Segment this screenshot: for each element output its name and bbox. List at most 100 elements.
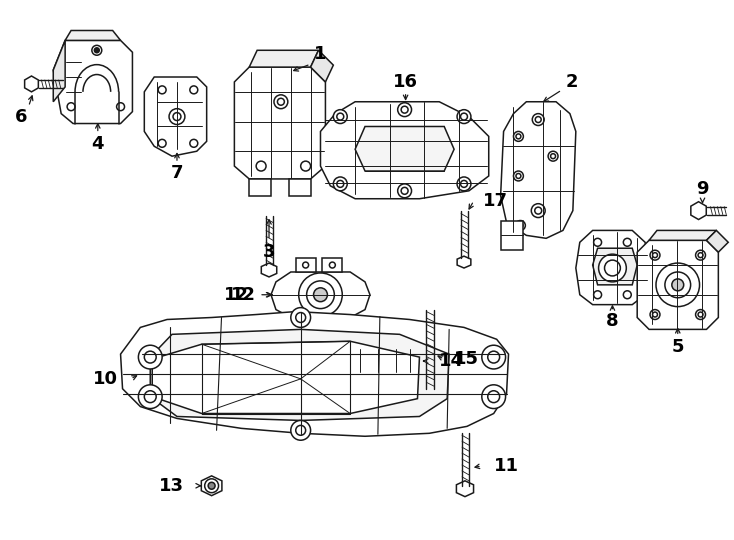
- Circle shape: [594, 291, 602, 299]
- Circle shape: [291, 308, 310, 327]
- Polygon shape: [120, 312, 509, 436]
- Circle shape: [515, 220, 526, 231]
- Circle shape: [296, 426, 305, 435]
- Circle shape: [672, 279, 683, 291]
- Polygon shape: [576, 231, 649, 305]
- Polygon shape: [501, 102, 576, 238]
- Text: 14: 14: [439, 352, 464, 370]
- Text: 8: 8: [606, 313, 619, 330]
- Circle shape: [531, 204, 545, 218]
- Polygon shape: [501, 220, 523, 250]
- Circle shape: [277, 98, 284, 105]
- Circle shape: [623, 291, 631, 299]
- Polygon shape: [65, 30, 120, 40]
- Text: 13: 13: [159, 477, 184, 495]
- Circle shape: [698, 253, 703, 258]
- Circle shape: [398, 103, 412, 117]
- Circle shape: [516, 173, 521, 178]
- Circle shape: [274, 95, 288, 109]
- Polygon shape: [54, 40, 132, 124]
- Circle shape: [698, 312, 703, 317]
- Circle shape: [532, 113, 544, 125]
- Circle shape: [145, 391, 156, 403]
- Circle shape: [173, 113, 181, 120]
- Polygon shape: [422, 384, 439, 400]
- Circle shape: [518, 223, 523, 228]
- Circle shape: [117, 103, 125, 111]
- Circle shape: [401, 187, 408, 194]
- Circle shape: [299, 273, 342, 316]
- Polygon shape: [25, 76, 38, 92]
- Circle shape: [205, 479, 219, 492]
- Circle shape: [696, 309, 705, 320]
- Polygon shape: [310, 50, 333, 82]
- Circle shape: [656, 263, 700, 307]
- Text: 12: 12: [224, 286, 250, 303]
- Polygon shape: [322, 318, 342, 332]
- Circle shape: [333, 110, 347, 124]
- Circle shape: [482, 345, 506, 369]
- Circle shape: [337, 180, 344, 187]
- Polygon shape: [250, 50, 319, 67]
- Circle shape: [696, 250, 705, 260]
- Circle shape: [665, 272, 691, 298]
- Circle shape: [548, 151, 558, 161]
- Text: 1: 1: [314, 45, 327, 63]
- Circle shape: [330, 262, 335, 268]
- Circle shape: [516, 134, 521, 139]
- Circle shape: [460, 113, 468, 120]
- Circle shape: [158, 86, 166, 94]
- Text: 12: 12: [231, 286, 256, 303]
- Circle shape: [535, 207, 542, 214]
- Polygon shape: [296, 258, 316, 272]
- Circle shape: [398, 184, 412, 198]
- Circle shape: [307, 281, 335, 308]
- Circle shape: [535, 117, 541, 123]
- Circle shape: [67, 103, 75, 111]
- Polygon shape: [355, 126, 454, 171]
- Circle shape: [145, 351, 156, 363]
- Polygon shape: [271, 272, 370, 318]
- Polygon shape: [322, 258, 342, 272]
- Polygon shape: [250, 179, 271, 196]
- Polygon shape: [321, 102, 489, 199]
- Circle shape: [139, 345, 162, 369]
- Polygon shape: [457, 256, 470, 268]
- Polygon shape: [201, 476, 222, 496]
- Polygon shape: [234, 67, 325, 179]
- Circle shape: [333, 177, 347, 191]
- Circle shape: [460, 180, 468, 187]
- Circle shape: [605, 260, 620, 276]
- Circle shape: [296, 313, 305, 322]
- Polygon shape: [344, 347, 419, 374]
- Polygon shape: [150, 329, 449, 421]
- Text: 5: 5: [672, 338, 684, 356]
- Circle shape: [92, 45, 102, 55]
- Polygon shape: [288, 179, 310, 196]
- Polygon shape: [691, 202, 706, 220]
- Circle shape: [190, 139, 197, 147]
- Circle shape: [457, 110, 471, 124]
- Circle shape: [291, 421, 310, 440]
- Circle shape: [650, 250, 660, 260]
- Circle shape: [169, 109, 185, 125]
- Text: 7: 7: [171, 164, 184, 182]
- Polygon shape: [261, 263, 277, 277]
- Circle shape: [302, 262, 308, 268]
- Circle shape: [139, 385, 162, 409]
- Circle shape: [653, 253, 658, 258]
- Circle shape: [208, 482, 215, 489]
- Circle shape: [190, 86, 197, 94]
- Text: 6: 6: [15, 107, 28, 126]
- Polygon shape: [152, 341, 419, 414]
- Circle shape: [457, 177, 471, 191]
- Polygon shape: [145, 77, 207, 156]
- Polygon shape: [706, 231, 728, 252]
- Circle shape: [650, 309, 660, 320]
- Circle shape: [330, 321, 335, 327]
- Text: 10: 10: [92, 370, 117, 388]
- Circle shape: [550, 154, 556, 159]
- Circle shape: [482, 385, 506, 409]
- Circle shape: [514, 131, 523, 141]
- Circle shape: [401, 106, 408, 113]
